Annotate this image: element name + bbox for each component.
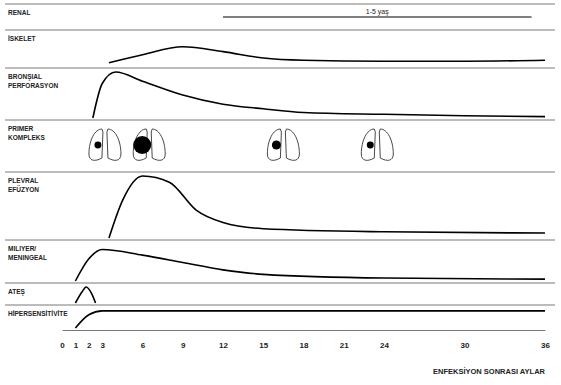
lung-outline (379, 129, 393, 160)
lung-outline (151, 129, 165, 160)
x-tick-label: 9 (181, 341, 186, 350)
x-tick: 0 (60, 330, 65, 350)
row-separator (5, 120, 555, 121)
x-tick-label: 36 (541, 341, 550, 350)
x-tick-label: 1 (74, 341, 79, 350)
series-line (109, 176, 545, 238)
series-line (93, 72, 545, 118)
x-axis-line (63, 330, 546, 331)
x-tick-label: 6 (141, 341, 146, 350)
lung-outline (107, 129, 121, 160)
lung-icon (267, 129, 299, 160)
x-tick: 24 (380, 330, 389, 350)
x-tick-label: 3 (101, 341, 106, 350)
x-axis-title: ENFEKSİYON SONRASI AYLAR (433, 367, 546, 376)
x-axis: 01236912151821243036 (60, 330, 550, 350)
lung-icon (89, 129, 121, 160)
lung-outline (361, 129, 375, 160)
x-tick: 1 (74, 330, 79, 350)
series-line (75, 287, 95, 303)
row-separator (5, 30, 555, 31)
row-separator (5, 305, 555, 306)
row-separators (5, 4, 555, 305)
row-label: İSKELET (8, 35, 35, 42)
lesion (272, 141, 281, 150)
x-tick: 2 (87, 330, 92, 350)
labels: RENAL İSKELET BRONŞIALPERFORASYON PRIMERKOM… (8, 8, 389, 317)
series-line (223, 17, 532, 18)
plot-area (75, 17, 545, 328)
lesion (94, 142, 101, 149)
x-tick: 15 (259, 330, 268, 350)
x-tick-label: 21 (340, 341, 349, 350)
x-tick: 21 (340, 330, 349, 350)
lung-outline (89, 129, 103, 160)
row-label: PRIMERKOMPLEKS (8, 125, 46, 141)
x-tick-label: 24 (380, 341, 389, 350)
chart-container: RENAL İSKELET BRONŞIALPERFORASYON PRIMERKOM… (0, 0, 561, 385)
annotation: 1-5 yaş (366, 8, 389, 16)
x-tick-label: 18 (300, 341, 309, 350)
x-tick: 6 (141, 330, 146, 350)
x-tick: 12 (219, 330, 228, 350)
x-tick: 3 (101, 330, 106, 350)
row-label: BRONŞIALPERFORASYON (8, 73, 59, 89)
row-separator (5, 283, 555, 284)
row-label: PLEVRALEFÜZYON (8, 177, 39, 193)
series-line (109, 47, 545, 63)
chart-svg: RENAL İSKELET BRONŞIALPERFORASYON PRIMERKOM… (0, 0, 561, 385)
lung-outline (267, 129, 281, 160)
row-separator (5, 240, 555, 241)
x-tick: 18 (300, 330, 309, 350)
x-tick-label: 0 (60, 341, 65, 350)
x-tick: 9 (181, 330, 186, 350)
row-label: MILIYER/MENINGEAL (8, 245, 47, 261)
series-line (75, 311, 545, 328)
row-separator (5, 172, 555, 173)
row-label: HİPERSENSİTİVİTE (8, 310, 68, 317)
row-separator (5, 68, 555, 69)
x-tick: 30 (461, 330, 470, 350)
x-tick-label: 15 (259, 341, 268, 350)
lung-outline (285, 129, 299, 160)
lung-icon (133, 129, 165, 160)
x-tick: 36 (541, 330, 550, 350)
lung-icon (361, 129, 393, 160)
x-tick-label: 2 (87, 341, 92, 350)
series-line (75, 250, 545, 281)
x-tick-label: 12 (219, 341, 228, 350)
x-tick-label: 30 (461, 341, 470, 350)
row-label: RENAL (8, 9, 30, 16)
lesion (133, 136, 151, 154)
row-separator (5, 4, 555, 5)
lesion (367, 142, 374, 149)
row-label: ATEŞ (8, 288, 26, 296)
